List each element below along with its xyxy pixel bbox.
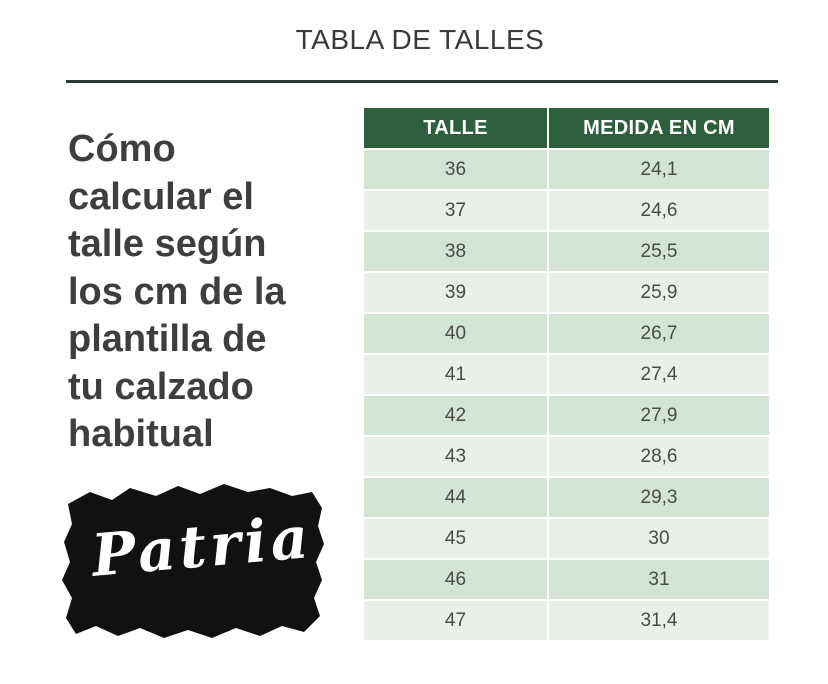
table-row: 45 30 [364, 517, 769, 558]
measure-cell: 31 [549, 558, 769, 599]
measure-cell: 30 [549, 517, 769, 558]
size-cell: 40 [364, 312, 549, 353]
table-row: 46 31 [364, 558, 769, 599]
title-divider [66, 80, 778, 83]
table-row: 38 25,5 [364, 230, 769, 271]
size-cell: 47 [364, 599, 549, 640]
column-header-talle: TALLE [364, 108, 549, 148]
size-cell: 37 [364, 189, 549, 230]
logo-brush-background [62, 484, 324, 638]
table-row: 43 28,6 [364, 435, 769, 476]
table-row: 40 26,7 [364, 312, 769, 353]
table-row: 44 29,3 [364, 476, 769, 517]
size-cell: 44 [364, 476, 549, 517]
size-cell: 39 [364, 271, 549, 312]
measure-cell: 28,6 [549, 435, 769, 476]
measure-cell: 29,3 [549, 476, 769, 517]
table-row: 42 27,9 [364, 394, 769, 435]
table-row: 41 27,4 [364, 353, 769, 394]
table-row: 36 24,1 [364, 148, 769, 189]
size-cell: 43 [364, 435, 549, 476]
measure-cell: 25,5 [549, 230, 769, 271]
measure-cell: 24,1 [549, 148, 769, 189]
table-row: 47 31,4 [364, 599, 769, 640]
measure-cell: 27,9 [549, 394, 769, 435]
size-cell: 38 [364, 230, 549, 271]
measure-cell: 26,7 [549, 312, 769, 353]
page-title: TABLA DE TALLES [295, 24, 545, 55]
instructions-heading: Cómo calcular el talle según los cm de l… [68, 128, 286, 455]
size-cell: 45 [364, 517, 549, 558]
size-table: TALLE MEDIDA EN CM 36 24,1 37 24,6 38 25… [364, 108, 769, 640]
table-row: 39 25,9 [364, 271, 769, 312]
measure-cell: 25,9 [549, 271, 769, 312]
measure-cell: 24,6 [549, 189, 769, 230]
size-cell: 36 [364, 148, 549, 189]
size-table-header-row: TALLE MEDIDA EN CM [364, 108, 769, 148]
table-row: 37 24,6 [364, 189, 769, 230]
size-cell: 42 [364, 394, 549, 435]
size-cell: 46 [364, 558, 549, 599]
measure-cell: 27,4 [549, 353, 769, 394]
measure-cell: 31,4 [549, 599, 769, 640]
brand-logo: Patria [60, 482, 326, 640]
size-cell: 41 [364, 353, 549, 394]
column-header-medida: MEDIDA EN CM [549, 108, 769, 148]
